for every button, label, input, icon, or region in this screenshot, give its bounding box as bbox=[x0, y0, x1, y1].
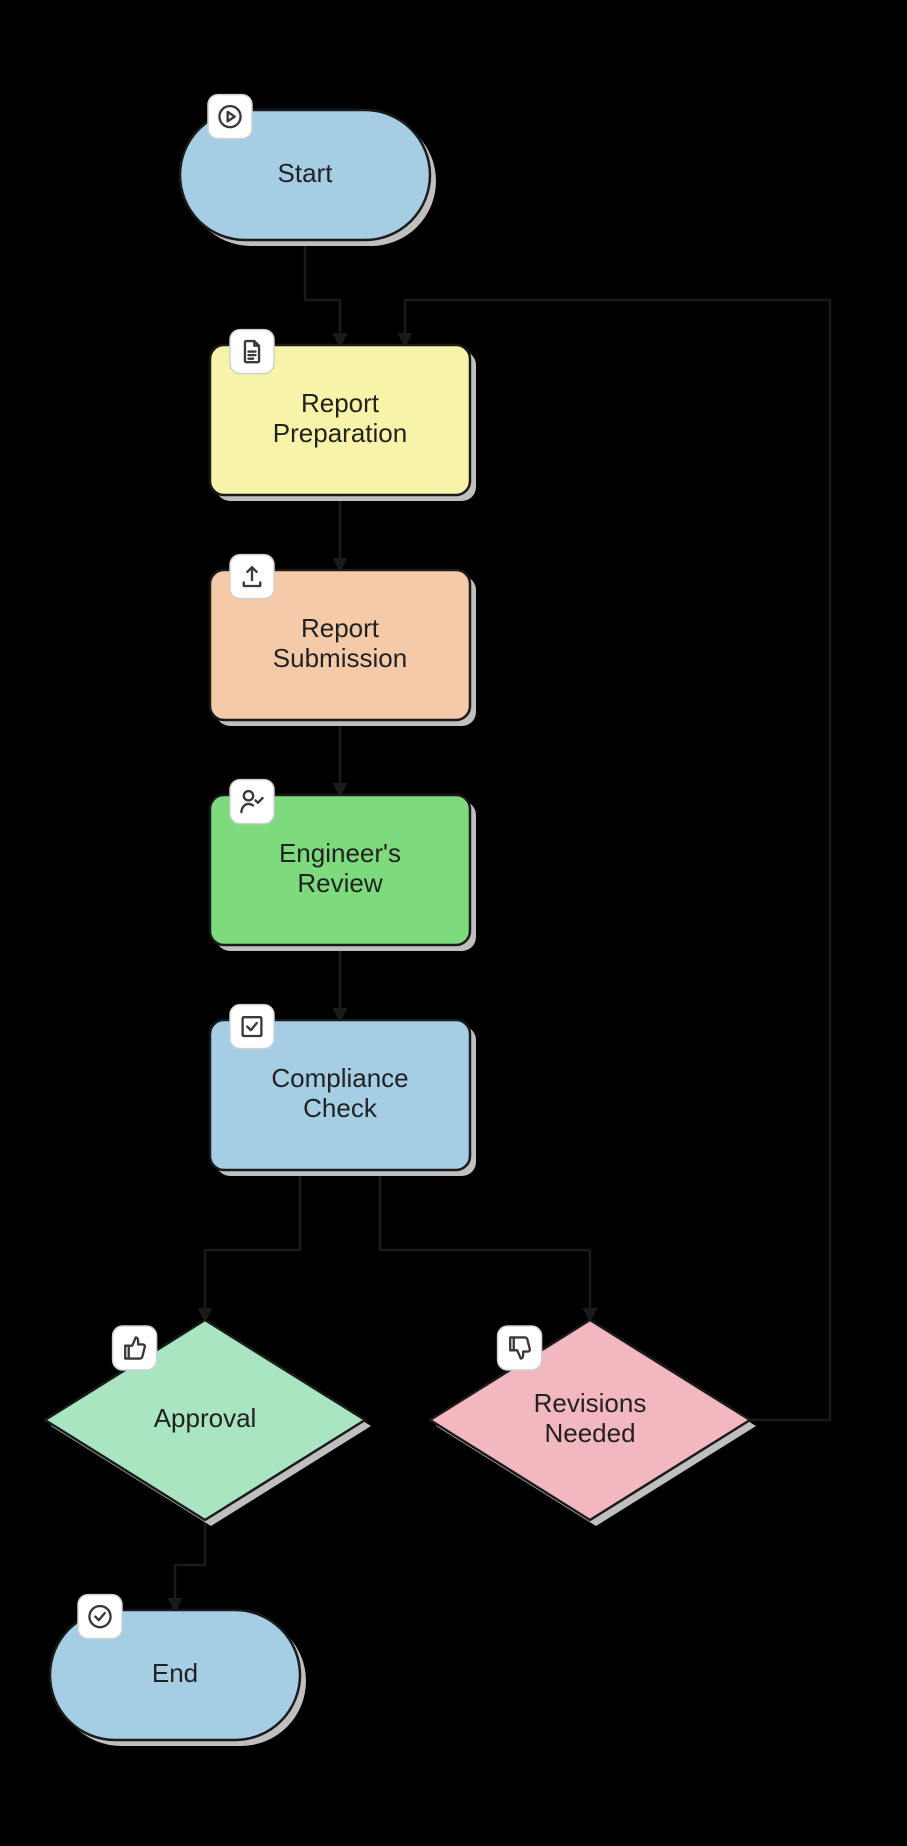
report_submission-label: Submission bbox=[273, 643, 407, 673]
report_preparation-label: Report bbox=[301, 388, 380, 418]
report_preparation-label: Preparation bbox=[273, 418, 407, 448]
engineers_review-label: Engineer's bbox=[279, 838, 401, 868]
edge-start-to-report_preparation bbox=[305, 240, 340, 345]
edge-compliance_check-to-approval bbox=[205, 1170, 300, 1320]
node-end: End bbox=[50, 1595, 306, 1746]
compliance_check-label: Compliance bbox=[271, 1063, 408, 1093]
edge-compliance_check-to-revisions_needed bbox=[380, 1170, 590, 1320]
compliance_check-label: Check bbox=[303, 1093, 378, 1123]
play-icon-badge bbox=[208, 95, 252, 139]
revisions_needed-label: Revisions bbox=[534, 1388, 647, 1418]
report_submission-label: Report bbox=[301, 613, 380, 643]
check-square-icon-badge bbox=[230, 1005, 274, 1049]
engineers_review-label: Review bbox=[297, 868, 382, 898]
thumbs-down-icon-badge bbox=[498, 1326, 542, 1370]
approval-label: Approval bbox=[154, 1403, 257, 1433]
node-engineers_review: Engineer'sReview bbox=[210, 780, 476, 951]
user-check-icon-badge bbox=[230, 780, 274, 824]
edge-approval-to-end bbox=[175, 1520, 205, 1610]
end-label: End bbox=[152, 1658, 198, 1688]
thumbs-up-icon-badge bbox=[113, 1326, 157, 1370]
node-approval: Approval bbox=[45, 1320, 371, 1526]
node-revisions_needed: RevisionsNeeded bbox=[430, 1320, 756, 1526]
flowchart-canvas: StartReportPreparationReportSubmissionEn… bbox=[0, 0, 907, 1846]
node-report_preparation: ReportPreparation bbox=[210, 330, 476, 501]
node-report_submission: ReportSubmission bbox=[210, 555, 476, 726]
revisions_needed-label: Needed bbox=[544, 1418, 635, 1448]
node-compliance_check: ComplianceCheck bbox=[210, 1005, 476, 1176]
start-label: Start bbox=[278, 158, 334, 188]
node-start: Start bbox=[180, 95, 436, 246]
check-circle-icon-badge bbox=[78, 1595, 122, 1639]
